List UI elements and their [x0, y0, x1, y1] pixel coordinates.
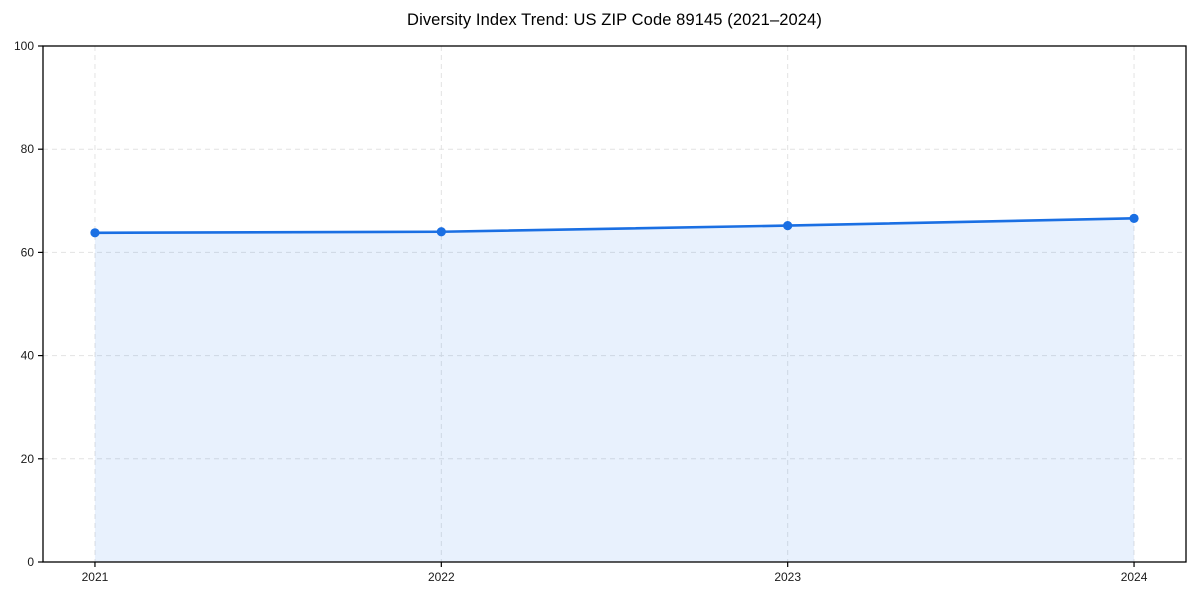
x-tick-label: 2022: [428, 570, 455, 584]
y-tick-label: 80: [21, 142, 35, 156]
data-point-2021: [90, 228, 100, 238]
data-point-2022: [436, 227, 446, 237]
trend-line: [94, 217, 1135, 235]
y-tick-label: 60: [21, 245, 35, 259]
chart-title: Diversity Index Trend: US ZIP Code 89145…: [407, 11, 822, 29]
area-fill: [94, 218, 1135, 562]
y-tick-label: 100: [14, 39, 34, 53]
x-tick-label: 2021: [82, 570, 109, 584]
data-point-2023: [783, 220, 793, 231]
x-tick-label: 2024: [1121, 570, 1148, 584]
axes-spines: [42, 45, 1187, 563]
y-tick-label: 0: [27, 555, 34, 569]
y-tick-label: 20: [21, 452, 35, 466]
y-tick-label: 40: [21, 349, 35, 363]
data-point-2024: [1129, 213, 1139, 223]
x-tick-label: 2023: [774, 570, 801, 584]
